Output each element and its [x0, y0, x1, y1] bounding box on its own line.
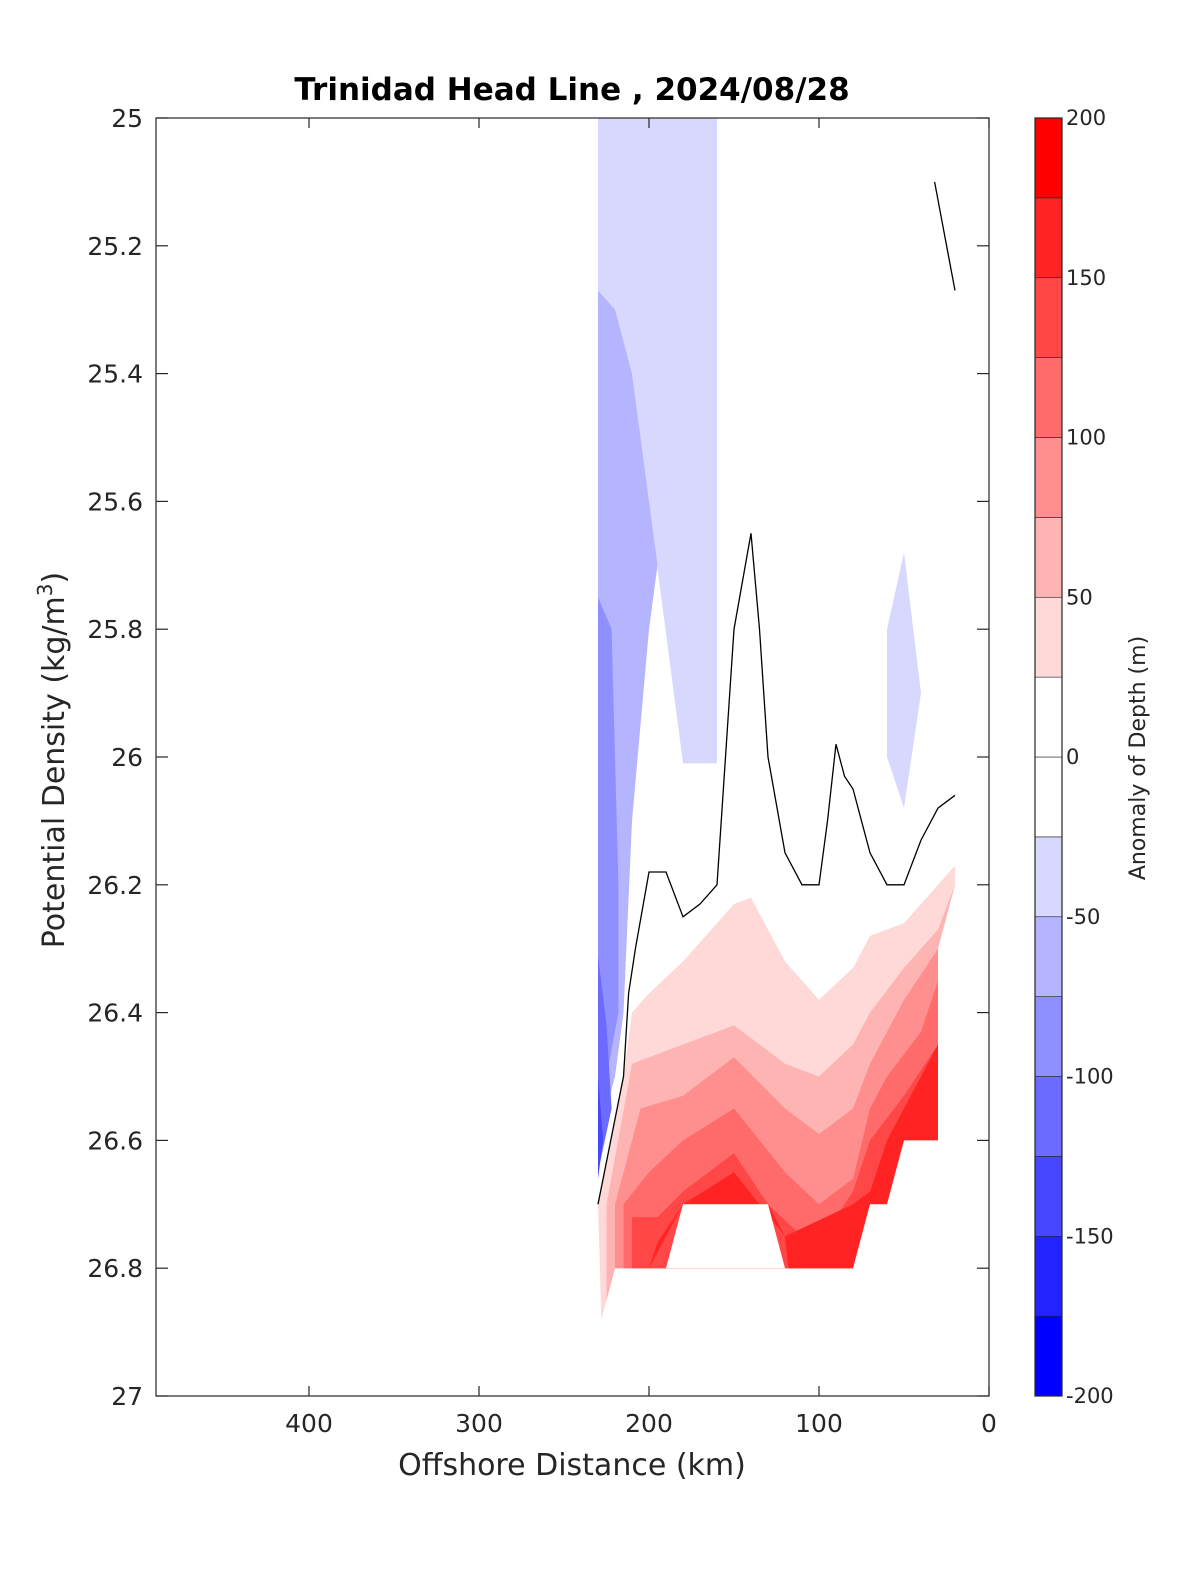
axes: 400 300 200 100 0 25 25.2 25.4 25.6 25.8 26 26.2 26.… [87, 104, 997, 1438]
y-tick-label-25.2: 25.2 [87, 232, 143, 261]
colorbar-segment-175 [1034, 117, 1063, 199]
contour-region-0-level--50 [598, 118, 717, 764]
zero-contour-line-0 [597, 533, 956, 1205]
colorbar-tick-label-0: 0 [1066, 745, 1079, 769]
colorbar-segment--150 [1034, 1156, 1063, 1237]
y-tick-label-26.2: 26.2 [87, 871, 143, 900]
colorbar-segment--175 [1034, 1235, 1063, 1317]
contour-region-1-level--50 [887, 552, 921, 809]
colorbar-frame [1034, 117, 1063, 1397]
x-tick-label-300: 300 [455, 1409, 503, 1438]
x-tick-label-400: 400 [285, 1409, 333, 1438]
x-axis-label: Offshore Distance (km) [398, 1448, 746, 1483]
colorbar-tick-label-50: 50 [1066, 585, 1093, 609]
y-axis-label-text: Potential Density (kg/m [37, 596, 72, 948]
x-tick-label-0: 0 [981, 1409, 997, 1438]
x-tick-label-200: 200 [625, 1409, 673, 1438]
colorbar: 200 150 100 50 0 -50 -100 -150 -200 [1034, 106, 1114, 1408]
colorbar-tick-label-150: 150 [1066, 266, 1106, 290]
colorbar-tick-label--50: -50 [1066, 905, 1100, 929]
y-tick-label-25.6: 25.6 [87, 487, 143, 516]
colorbar-tick-label-100: 100 [1066, 426, 1106, 450]
colorbar-segment--25 [1034, 756, 1063, 838]
colorbar-tick-label--100: -100 [1066, 1065, 1114, 1089]
x-tick-label-100: 100 [795, 1409, 843, 1438]
colorbar-tick-label--200: -200 [1066, 1384, 1114, 1408]
blank-region-2 [938, 884, 955, 1141]
colorbar-tick-label--150: -150 [1066, 1224, 1114, 1248]
plot-area [597, 118, 956, 1396]
y-axis-label-superscript: 3 [33, 583, 57, 596]
contour-region-5-level--150 [598, 1076, 604, 1179]
colorbar-segment-150 [1034, 197, 1063, 279]
blank-region-0 [666, 1204, 785, 1269]
contour-fills [597, 118, 956, 1396]
y-tick-label-26: 26 [111, 743, 143, 772]
y-tick-label-25.8: 25.8 [87, 615, 143, 644]
colorbar-tick-label-200: 200 [1066, 106, 1106, 130]
zero-contour-line-1 [933, 181, 956, 291]
y-tick-label-26.4: 26.4 [87, 999, 143, 1028]
y-tick-label-26.8: 26.8 [87, 1254, 143, 1283]
colorbar-segment-100 [1034, 357, 1063, 438]
contour-region-11-level-150 [649, 1044, 938, 1269]
colorbar-segment-0 [1034, 676, 1063, 758]
chart-title: Trinidad Head Line , 2024/08/28 [294, 72, 849, 108]
colorbar-segment--50 [1034, 836, 1063, 918]
y-tick-label-26.6: 26.6 [87, 1126, 143, 1155]
colorbar-segment-25 [1034, 596, 1063, 678]
colorbar-segment--100 [1034, 996, 1063, 1077]
colorbar-segment-50 [1034, 517, 1063, 598]
colorbar-label: Anomaly of Depth (m) [1126, 636, 1151, 880]
y-tick-label-27: 27 [111, 1382, 143, 1411]
y-tick-label-25.4: 25.4 [87, 360, 143, 389]
colorbar-segment-125 [1034, 277, 1063, 358]
contour-region-4-level--125 [598, 955, 612, 1173]
y-axis-label: Potential Density (kg/m3) [33, 572, 72, 948]
blank-region-1 [853, 1140, 938, 1396]
colorbar-segment-75 [1034, 437, 1063, 518]
colorbar-segment--75 [1034, 916, 1063, 997]
colorbar-segment--200 [1034, 1315, 1063, 1397]
colorbar-segment--125 [1034, 1076, 1063, 1157]
y-axis-label-close: ) [37, 572, 72, 584]
y-tick-label-25: 25 [111, 104, 143, 133]
